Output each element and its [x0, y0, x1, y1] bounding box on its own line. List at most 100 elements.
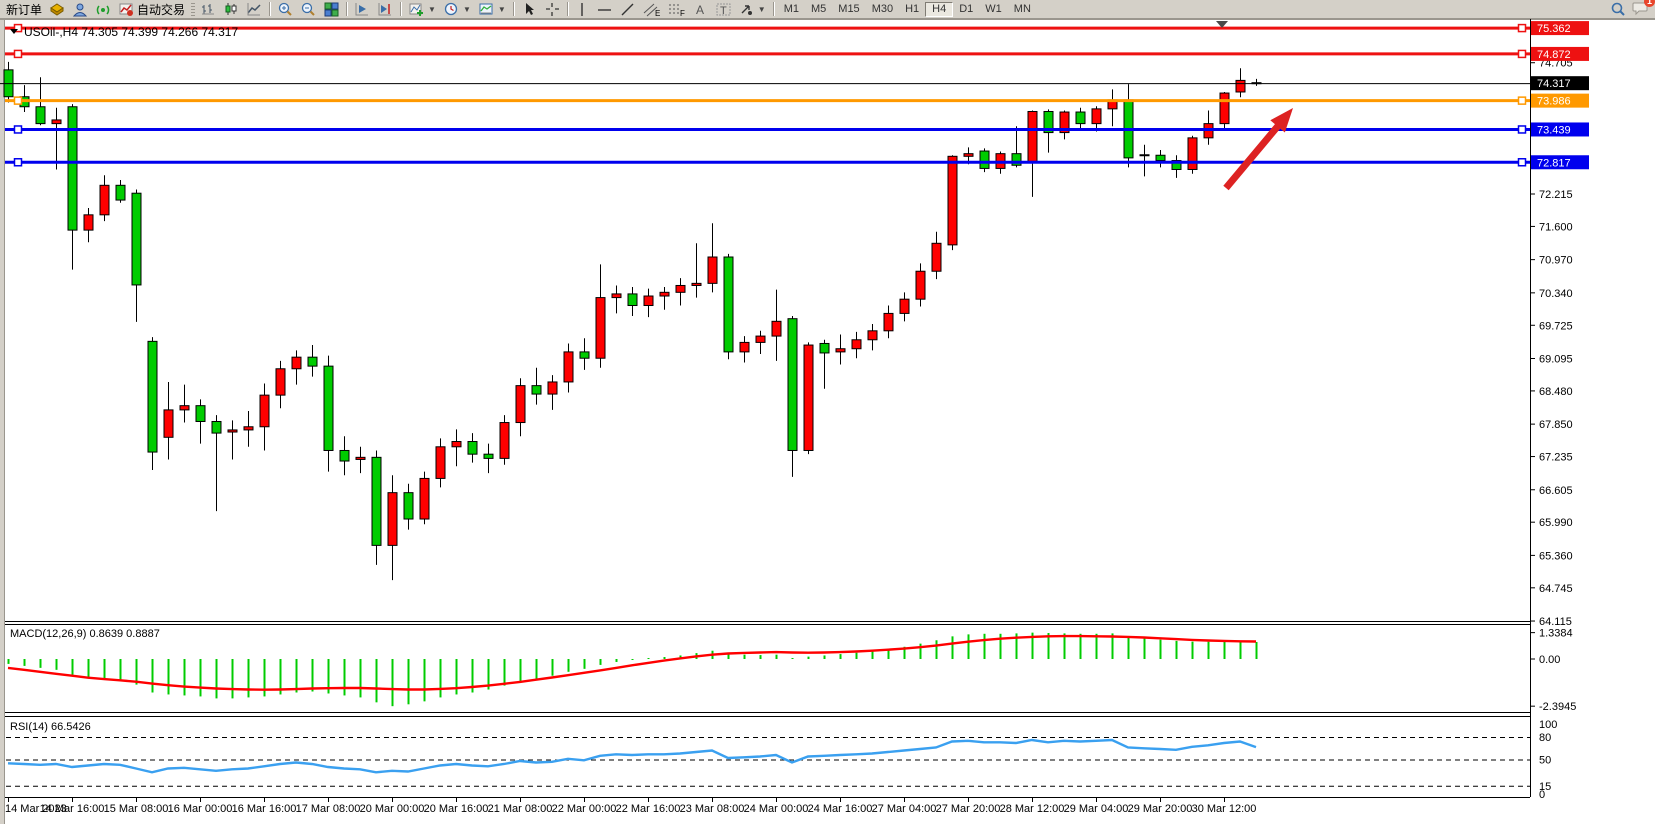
- vertical-line-icon: [581, 2, 583, 16]
- zoom-in-button[interactable]: [274, 1, 297, 18]
- timeframe-mn-button[interactable]: MN: [1013, 2, 1031, 15]
- candle: [643, 288, 654, 318]
- candle: [947, 155, 958, 251]
- fibonacci-button[interactable]: F: [664, 1, 689, 18]
- macd-tick-label: -2.3945: [1539, 701, 1576, 713]
- timeframe-w1-button[interactable]: W1: [985, 2, 1002, 15]
- text-button[interactable]: A: [689, 1, 712, 18]
- price-tick-label: 64.745: [1539, 583, 1573, 595]
- candle: [51, 107, 62, 170]
- horizontal-line-72.817[interactable]: [5, 158, 1530, 167]
- chart-shift-button[interactable]: [374, 1, 397, 18]
- timeframe-h1-button[interactable]: H1: [905, 2, 920, 15]
- horizontal-level-lines: [5, 23, 1530, 167]
- candle: [307, 345, 318, 377]
- search-icon[interactable]: [1610, 1, 1626, 17]
- chevron-down-icon: ▼: [428, 4, 436, 14]
- auto-scroll-button[interactable]: [351, 1, 374, 18]
- crosshair-button[interactable]: [541, 1, 564, 18]
- line-anchor[interactable]: [13, 49, 23, 59]
- svg-text:75.362: 75.362: [1537, 23, 1571, 35]
- line-chart-button[interactable]: [243, 1, 266, 18]
- svg-text:F: F: [680, 9, 685, 17]
- zoom-out-button[interactable]: [297, 1, 320, 18]
- line-anchor[interactable]: [13, 23, 23, 33]
- chart-title: USOil-,H4 74.305 74.399 74.266 74.317: [24, 25, 238, 39]
- candle: [259, 383, 270, 451]
- toolbar-drag-handle[interactable]: [191, 2, 196, 16]
- line-anchor[interactable]: [13, 125, 23, 134]
- profile-button[interactable]: [69, 1, 92, 18]
- trendline-button[interactable]: [616, 1, 639, 18]
- time-tick-label: 24 Mar 16:00: [808, 803, 873, 815]
- tile-windows-button[interactable]: [320, 1, 343, 18]
- arrows-button[interactable]: ▼: [735, 1, 770, 18]
- new-order-button[interactable]: 新订单: [2, 1, 46, 18]
- trend-arrow-annotation[interactable]: [1223, 108, 1293, 191]
- price-tick-label: 64.115: [1539, 616, 1572, 628]
- candlestick-button[interactable]: [220, 1, 243, 18]
- candle: [803, 342, 814, 455]
- line-anchor[interactable]: [1517, 49, 1527, 59]
- new-chart-button[interactable]: [46, 1, 69, 18]
- chart-shift-marker[interactable]: [1216, 21, 1228, 28]
- horizontal-line-75.362[interactable]: [5, 23, 1530, 33]
- timeframe-m5-button[interactable]: M5: [811, 2, 827, 15]
- horizontal-line-73.986[interactable]: [5, 96, 1530, 105]
- candle: [899, 292, 910, 322]
- autotrade-button[interactable]: 自动交易: [115, 1, 189, 18]
- price-axis[interactable]: 74.70572.21571.60070.97070.34069.72569.0…: [1530, 21, 1589, 801]
- timeframe-d1-button[interactable]: D1: [959, 2, 974, 15]
- line-anchor[interactable]: [1517, 125, 1527, 134]
- candle: [1219, 91, 1230, 129]
- period-button[interactable]: ▼: [440, 1, 475, 18]
- channel-button[interactable]: E: [639, 1, 664, 18]
- line-anchor[interactable]: [13, 158, 23, 167]
- timeframe-h4-button[interactable]: H4: [925, 1, 954, 17]
- text-label-button[interactable]: T: [712, 1, 735, 18]
- zoom-out-icon: [301, 2, 315, 16]
- svg-text:T: T: [720, 5, 727, 17]
- template-button[interactable]: ▼: [475, 1, 510, 18]
- vertical-line-button[interactable]: [572, 1, 593, 18]
- time-tick-label: 29 Mar 04:00: [1064, 803, 1129, 815]
- candlestick-icon: [225, 2, 237, 15]
- add-indicator-button[interactable]: ▼: [405, 1, 440, 18]
- candle: [179, 384, 190, 423]
- candle: [547, 375, 558, 410]
- svg-text:73.986: 73.986: [1537, 96, 1571, 108]
- candle: [227, 420, 238, 460]
- timeframe-m30-button[interactable]: M30: [871, 2, 894, 15]
- bar-chart-button[interactable]: [197, 1, 220, 18]
- price-tick-label: 66.605: [1539, 485, 1573, 497]
- timeframe-m15-button[interactable]: M15: [838, 2, 860, 15]
- horizontal-line-button[interactable]: [593, 1, 616, 18]
- time-tick-label: 22 Mar 16:00: [616, 803, 681, 815]
- candle: [531, 367, 542, 405]
- cursor-icon: [525, 2, 534, 15]
- price-tick-label: 67.235: [1539, 452, 1573, 464]
- rsi-tick-label: 15: [1539, 781, 1551, 793]
- time-tick-label: 17 Mar 08:00: [296, 803, 361, 815]
- toolbar-separator: [512, 2, 515, 16]
- cursor-button[interactable]: [518, 1, 541, 18]
- horizontal-line-74.872[interactable]: [5, 49, 1530, 59]
- candle: [979, 148, 990, 173]
- time-tick-label: 27 Mar 20:00: [936, 803, 1001, 815]
- candle: [579, 338, 590, 370]
- chevron-down-icon: ▼: [497, 4, 506, 14]
- chat-button[interactable]: 1: [1632, 0, 1655, 19]
- line-anchor[interactable]: [1517, 158, 1527, 167]
- line-anchor[interactable]: [13, 96, 23, 105]
- line-anchor[interactable]: [1517, 23, 1527, 33]
- price-badge: 75.362: [1531, 21, 1589, 36]
- candle: [595, 264, 606, 368]
- timeframe-m1-button[interactable]: M1: [783, 2, 799, 15]
- title-collapse-icon[interactable]: [10, 29, 18, 34]
- line-anchor[interactable]: [1517, 96, 1527, 105]
- new-chart-icon: [50, 2, 64, 16]
- candle: [659, 287, 670, 310]
- signal-button[interactable]: [92, 1, 115, 18]
